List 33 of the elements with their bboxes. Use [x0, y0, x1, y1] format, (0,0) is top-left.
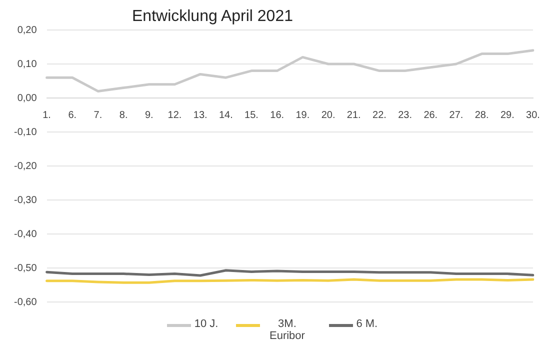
- chart-title: Entwicklung April 2021: [131, 8, 294, 26]
- x-tick-label: 30.: [526, 110, 540, 121]
- x-tick-label: 7.: [94, 110, 102, 121]
- x-tick-label: 15.: [244, 110, 258, 121]
- y-tick-label: 0,20: [17, 24, 38, 36]
- x-tick-label: 8.: [119, 110, 128, 121]
- y-tick-label: -0,40: [14, 228, 38, 240]
- legend-label: 10 J.: [194, 318, 218, 330]
- x-tick-label: 9.: [144, 110, 154, 121]
- x-tick-label: 13.: [193, 110, 208, 121]
- legend-label: 6 M.: [356, 318, 378, 330]
- x-tick-label: 20.: [321, 110, 336, 121]
- x-tick-label: 21.: [346, 110, 361, 121]
- x-tick-label: 19.: [296, 110, 310, 121]
- y-tick-label: -0,60: [14, 296, 38, 308]
- y-tick-label: -0,10: [14, 126, 38, 138]
- y-tick-label: -0,30: [14, 194, 38, 206]
- x-tick-label: 14.: [218, 110, 233, 121]
- y-tick-label: 0,00: [17, 92, 38, 104]
- x-tick-label: 28.: [474, 110, 489, 121]
- x-tick-label: 12.: [168, 110, 182, 121]
- y-tick-label: -0,50: [14, 262, 38, 274]
- x-tick-label: 27.: [449, 110, 464, 121]
- x-tick-label: 1.: [42, 110, 51, 121]
- x-tick-label: 22.: [372, 110, 386, 121]
- x-tick-label: 26.: [424, 110, 438, 121]
- x-tick-label: 23.: [398, 110, 412, 121]
- x-tick-label: 6.: [68, 110, 77, 121]
- x-tick-label: 29.: [500, 110, 514, 121]
- y-tick-label: -0,20: [14, 160, 38, 172]
- x-tick-label: 16.: [270, 110, 284, 121]
- y-tick-label: 0,10: [17, 58, 38, 70]
- legend-label: 3M. Euribor: [268, 318, 306, 342]
